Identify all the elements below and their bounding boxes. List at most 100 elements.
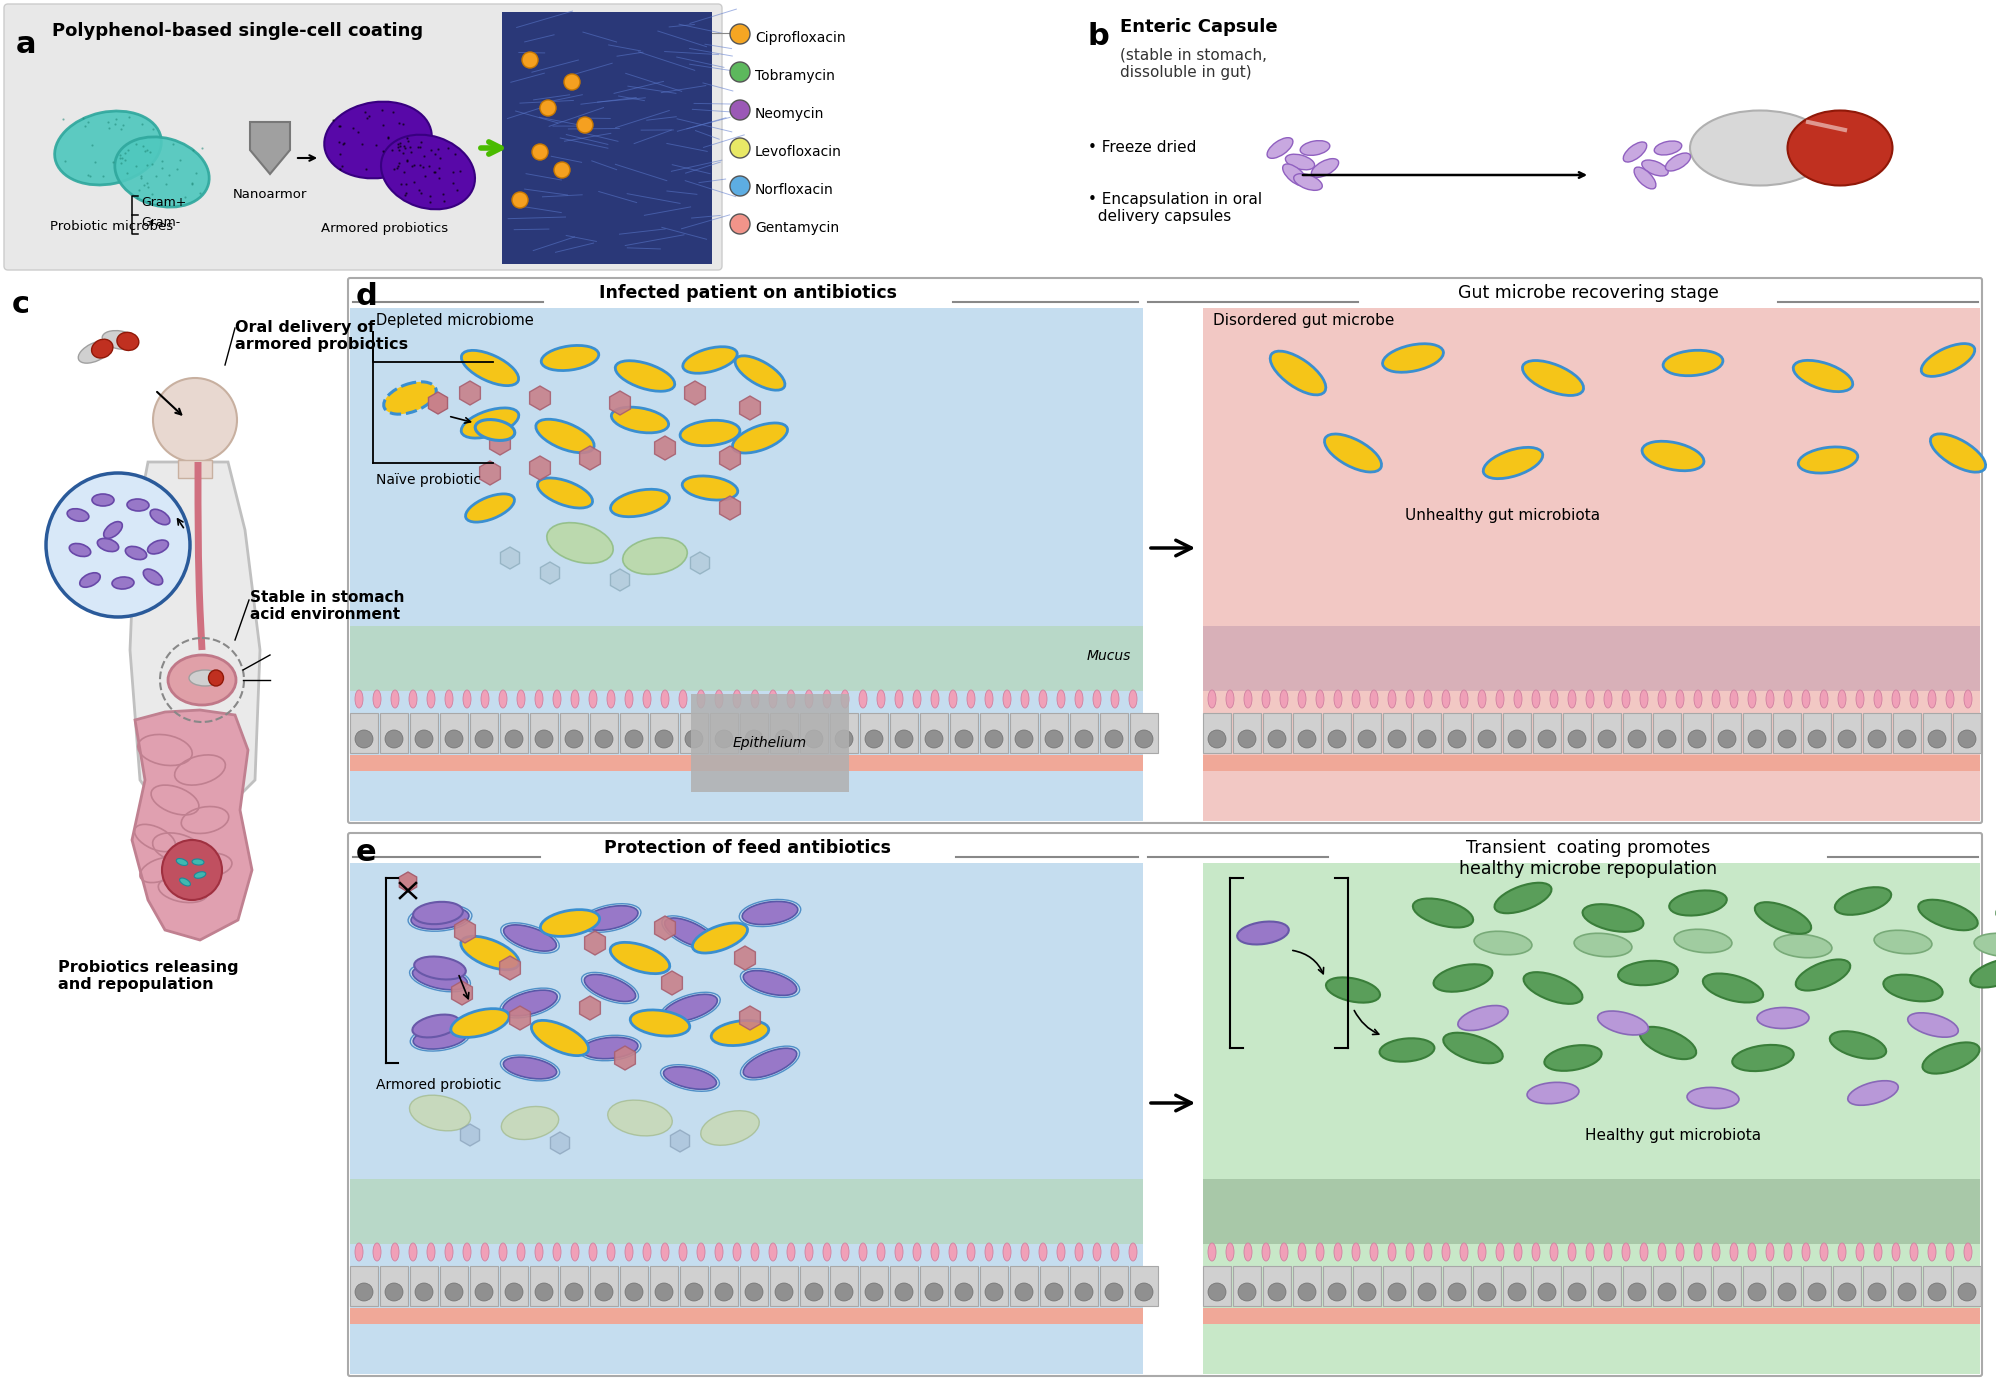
Ellipse shape xyxy=(481,691,489,709)
Text: Unhealthy gut microbiota: Unhealthy gut microbiota xyxy=(1405,508,1601,523)
Ellipse shape xyxy=(930,691,938,709)
Ellipse shape xyxy=(1659,691,1667,709)
Bar xyxy=(621,1266,649,1306)
Ellipse shape xyxy=(463,691,471,709)
Ellipse shape xyxy=(1495,883,1551,913)
Ellipse shape xyxy=(517,1243,525,1261)
Bar xyxy=(349,1179,1144,1244)
Ellipse shape xyxy=(894,1243,902,1261)
Bar xyxy=(1010,713,1038,753)
Ellipse shape xyxy=(547,523,613,563)
Ellipse shape xyxy=(116,137,210,208)
Ellipse shape xyxy=(1754,902,1810,934)
Bar xyxy=(1772,1266,1800,1306)
Ellipse shape xyxy=(693,923,748,954)
Ellipse shape xyxy=(966,1243,974,1261)
Bar xyxy=(1862,713,1890,753)
Ellipse shape xyxy=(180,877,190,886)
Ellipse shape xyxy=(461,350,519,386)
Ellipse shape xyxy=(1299,141,1329,155)
Bar xyxy=(531,713,559,753)
Bar xyxy=(1383,713,1411,753)
Text: Infected patient on antibiotics: Infected patient on antibiotics xyxy=(599,284,896,302)
Ellipse shape xyxy=(715,1243,723,1261)
Ellipse shape xyxy=(409,1243,417,1261)
Ellipse shape xyxy=(1874,1243,1882,1261)
Ellipse shape xyxy=(1058,691,1066,709)
Ellipse shape xyxy=(1587,691,1595,709)
Bar xyxy=(830,713,858,753)
Text: Mucus: Mucus xyxy=(1086,649,1132,663)
Ellipse shape xyxy=(1515,691,1523,709)
Ellipse shape xyxy=(840,1243,848,1261)
Ellipse shape xyxy=(1774,934,1832,958)
Ellipse shape xyxy=(463,1243,471,1261)
Text: Probiotic microbes: Probiotic microbes xyxy=(50,220,174,233)
Circle shape xyxy=(1748,729,1766,747)
Ellipse shape xyxy=(643,691,651,709)
Ellipse shape xyxy=(1635,167,1657,188)
Circle shape xyxy=(1539,1283,1557,1301)
Bar xyxy=(1653,1266,1681,1306)
Ellipse shape xyxy=(589,691,597,709)
Ellipse shape xyxy=(1208,1243,1216,1261)
Circle shape xyxy=(535,1283,553,1301)
Bar xyxy=(1563,1266,1591,1306)
Ellipse shape xyxy=(661,691,669,709)
Ellipse shape xyxy=(194,872,206,879)
Polygon shape xyxy=(541,562,559,584)
Ellipse shape xyxy=(1333,691,1341,709)
Circle shape xyxy=(1267,729,1285,747)
Circle shape xyxy=(1719,729,1737,747)
Ellipse shape xyxy=(1495,1243,1505,1261)
Text: c: c xyxy=(12,291,30,318)
Ellipse shape xyxy=(1675,929,1733,952)
Ellipse shape xyxy=(750,691,758,709)
Ellipse shape xyxy=(631,1010,691,1037)
Bar xyxy=(439,713,467,753)
Ellipse shape xyxy=(661,1243,669,1261)
Bar xyxy=(349,713,377,753)
Ellipse shape xyxy=(607,1243,615,1261)
Ellipse shape xyxy=(1269,352,1325,394)
Ellipse shape xyxy=(611,407,669,433)
Bar xyxy=(711,1266,739,1306)
Ellipse shape xyxy=(481,1243,489,1261)
Polygon shape xyxy=(735,947,754,970)
Ellipse shape xyxy=(611,943,671,973)
Bar xyxy=(1922,713,1950,753)
Text: Gut microbe recovering stage: Gut microbe recovering stage xyxy=(1457,284,1719,302)
Bar xyxy=(1743,1266,1770,1306)
Ellipse shape xyxy=(1040,1243,1048,1261)
Ellipse shape xyxy=(1663,350,1723,375)
Ellipse shape xyxy=(1659,1243,1667,1261)
Polygon shape xyxy=(529,386,551,410)
Circle shape xyxy=(774,729,792,747)
Circle shape xyxy=(731,100,750,120)
Circle shape xyxy=(1076,729,1094,747)
Polygon shape xyxy=(455,919,475,943)
Ellipse shape xyxy=(1908,1013,1958,1037)
Ellipse shape xyxy=(1112,1243,1120,1261)
Bar xyxy=(349,309,1144,821)
Circle shape xyxy=(954,729,972,747)
Circle shape xyxy=(1778,1283,1796,1301)
Polygon shape xyxy=(741,396,760,419)
Circle shape xyxy=(1267,1283,1285,1301)
Ellipse shape xyxy=(1922,343,1974,376)
Ellipse shape xyxy=(697,1243,705,1261)
Circle shape xyxy=(505,1283,523,1301)
Polygon shape xyxy=(671,1129,689,1151)
Text: (stable in stomach,
dissoluble in gut): (stable in stomach, dissoluble in gut) xyxy=(1120,48,1267,80)
Circle shape xyxy=(731,215,750,234)
Text: Armored probiotic: Armored probiotic xyxy=(375,1078,501,1092)
Ellipse shape xyxy=(128,500,150,511)
Ellipse shape xyxy=(683,347,737,374)
Ellipse shape xyxy=(391,1243,399,1261)
Ellipse shape xyxy=(413,902,463,925)
Bar xyxy=(349,626,1144,691)
Text: Stable in stomach
acid environment: Stable in stomach acid environment xyxy=(250,590,405,623)
Ellipse shape xyxy=(451,1009,509,1038)
Polygon shape xyxy=(661,972,683,995)
Bar xyxy=(1204,864,1980,1374)
